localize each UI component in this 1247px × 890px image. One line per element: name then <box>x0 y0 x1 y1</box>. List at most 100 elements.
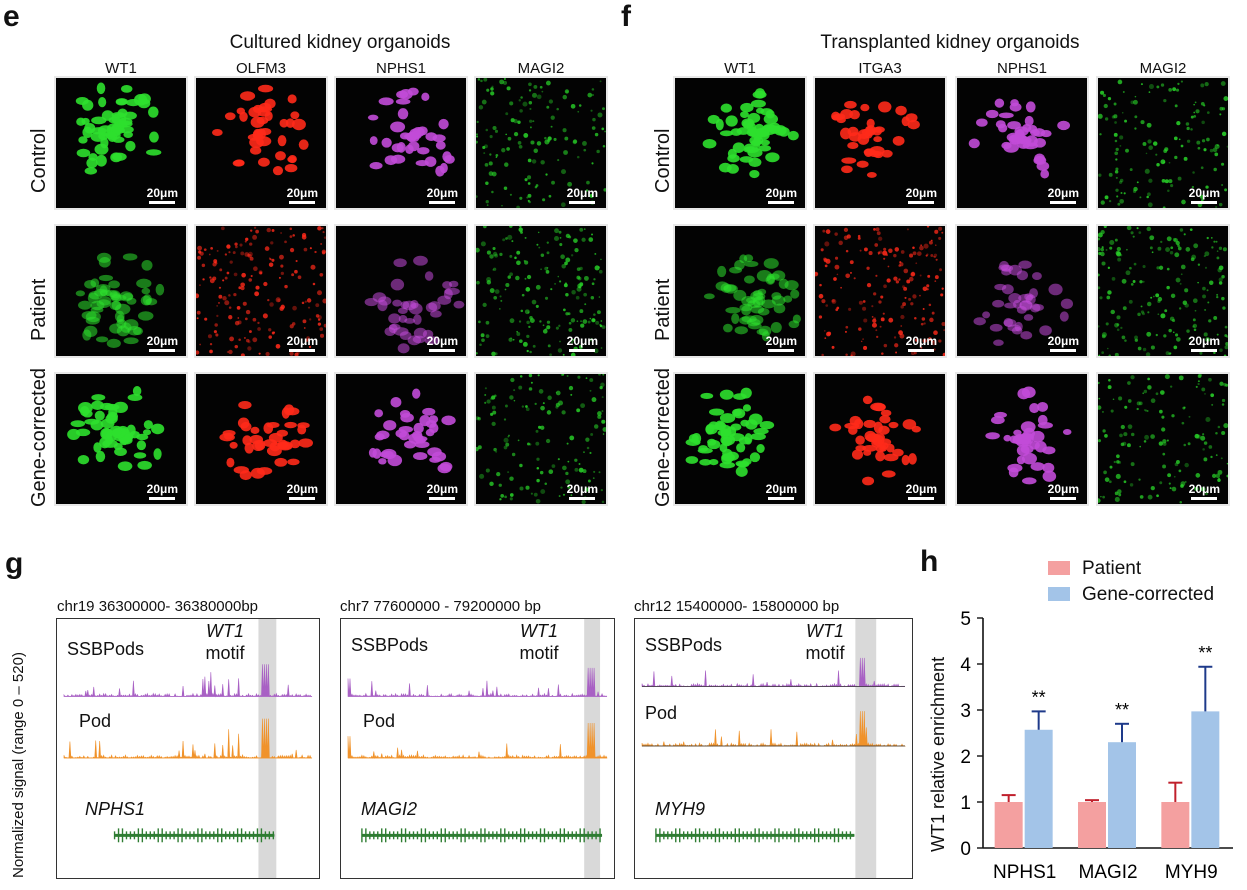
scale-bar: 20μm <box>906 482 937 500</box>
genome-track-myh9: SSBPods Pod WT1 motif MYH9 <box>634 618 913 879</box>
track-2-coordinates: chr7 77600000 - 79200000 bp <box>340 598 542 615</box>
scale-bar-line <box>1191 497 1218 500</box>
legend-gene-corrected-swatch <box>1048 587 1070 601</box>
gene-name-myh9: MYH9 <box>655 799 706 819</box>
significance-marker: ** <box>1115 700 1129 720</box>
panel-e-column-nphs1: NPHS1 <box>375 60 427 77</box>
motif-word: motif <box>519 642 559 663</box>
track-3-coordinates: chr12 15400000- 15800000 bp <box>634 598 840 615</box>
panel-f-title: Transplanted kidney organoids <box>820 32 1080 53</box>
scale-bar: 20μm <box>766 334 797 352</box>
scale-bar-label: 20μm <box>146 186 178 200</box>
wt1-motif-label: WT1 motif <box>185 621 265 664</box>
scale-bar-label: 20μm <box>286 334 318 348</box>
track-label-ssbpods: SSBPods <box>351 635 429 655</box>
scale-bar-label: 20μm <box>1188 482 1220 496</box>
track-label-ssbpods: SSBPods <box>67 639 145 659</box>
micrograph-f-control-magi2: 20μm <box>1096 76 1230 210</box>
panel-f-row-control: Control <box>652 128 674 193</box>
scale-bar: 20μm <box>1048 334 1079 352</box>
scale-bar-label: 20μm <box>905 186 937 200</box>
panel-label-h: h <box>920 545 939 578</box>
pod-signal <box>641 711 907 748</box>
micrograph-f-gene-corrected-magi2: 20μm <box>1096 372 1230 506</box>
scale-bar: 20μm <box>427 482 458 500</box>
scale-bar-label: 20μm <box>905 482 937 496</box>
micrograph-f-patient-wt1: 20μm <box>673 224 807 358</box>
y-tick-label: 2 <box>960 747 971 768</box>
scale-bar-label: 20μm <box>426 186 458 200</box>
scale-bar: 20μm <box>147 334 178 352</box>
legend-patient-label: Patient <box>1082 558 1142 579</box>
scale-bar: 20μm <box>287 482 318 500</box>
scale-bar-line <box>289 349 316 352</box>
micrograph-f-gene-corrected-wt1: 20μm <box>673 372 807 506</box>
panel-label-e: e <box>3 0 20 33</box>
panel-f-row-patient: Patient <box>652 278 674 341</box>
scale-bar-line <box>768 201 795 204</box>
bar-patient-myh9 <box>1161 802 1190 848</box>
scale-bar: 20μm <box>1189 482 1220 500</box>
legend-patient-swatch <box>1048 561 1070 575</box>
micrograph-e-control-olfm3: 20μm <box>194 76 328 210</box>
micrograph-f-control-nphs1: 20μm <box>955 76 1089 210</box>
micrograph-f-control-wt1: 20μm <box>673 76 807 210</box>
significance-marker: ** <box>1198 643 1212 663</box>
micrograph-f-gene-corrected-itga3: 20μm <box>813 372 947 506</box>
scale-bar-label: 20μm <box>286 186 318 200</box>
y-tick-label: 5 <box>960 609 971 630</box>
bar-gene-corrected-nphs1 <box>1024 729 1053 848</box>
scale-bar-line <box>569 349 596 352</box>
panel-label-f: f <box>621 0 631 33</box>
scale-bar: 20μm <box>567 334 598 352</box>
y-tick-label: 0 <box>960 839 971 860</box>
micrograph-e-control-wt1: 20μm <box>54 76 188 210</box>
scale-bar-line <box>149 201 176 204</box>
gene-name-magi2: MAGI2 <box>361 799 418 819</box>
micrograph-f-patient-nphs1: 20μm <box>955 224 1089 358</box>
gene-name-nphs1: NPHS1 <box>85 799 146 819</box>
motif-word: motif <box>805 642 845 663</box>
scale-bar-line <box>429 349 456 352</box>
panel-e-column-olfm3: OLFM3 <box>235 60 286 77</box>
scale-bar-line <box>429 497 456 500</box>
scale-bar-line <box>429 201 456 204</box>
scale-bar: 20μm <box>766 482 797 500</box>
scale-bar: 20μm <box>287 334 318 352</box>
scale-bar-line <box>569 201 596 204</box>
scale-bar-label: 20μm <box>1047 334 1079 348</box>
panel-e-title: Cultured kidney organoids <box>229 32 451 53</box>
motif-gene-name: WT1 <box>806 621 844 641</box>
x-category-label: MYH9 <box>1165 862 1218 883</box>
scale-bar: 20μm <box>567 186 598 204</box>
motif-gene-name: WT1 <box>206 621 244 641</box>
panel-f-column-magi2: MAGI2 <box>1139 60 1187 77</box>
scale-bar-label: 20μm <box>566 186 598 200</box>
wt1-motif-label: WT1 motif <box>499 621 579 664</box>
scale-bar: 20μm <box>147 186 178 204</box>
micrograph-e-control-nphs1: 20μm <box>334 76 468 210</box>
scale-bar: 20μm <box>1048 186 1079 204</box>
y-tick-label: 4 <box>960 655 971 676</box>
scale-bar-label: 20μm <box>566 334 598 348</box>
panel-e-row-control: Control <box>28 128 50 193</box>
panel-f-column-itga3: ITGA3 <box>858 60 902 77</box>
bar-patient-magi2 <box>1078 802 1106 848</box>
scale-bar: 20μm <box>427 334 458 352</box>
wt1-motif-label: WT1 motif <box>785 621 865 664</box>
scale-bar-label: 20μm <box>1188 186 1220 200</box>
micrograph-f-patient-itga3: 20μm <box>813 224 947 358</box>
scale-bar-label: 20μm <box>1047 482 1079 496</box>
micrograph-e-gene-corrected-wt1: 20μm <box>54 372 188 506</box>
x-category-label: MAGI2 <box>1078 862 1137 883</box>
legend-gene-corrected-label: Gene-corrected <box>1082 584 1215 605</box>
scale-bar: 20μm <box>906 334 937 352</box>
scale-bar-label: 20μm <box>905 334 937 348</box>
micrograph-e-patient-wt1: 20μm <box>54 224 188 358</box>
scale-bar: 20μm <box>1189 334 1220 352</box>
micrograph-e-control-magi2: 20μm <box>474 76 608 210</box>
scale-bar: 20μm <box>287 186 318 204</box>
panel-e-column-wt1: WT1 <box>105 60 137 77</box>
scale-bar-line <box>289 497 316 500</box>
enrichment-bar-chart: 0 1 2 3 4 5 ** NPHS1 ** MAGI2 ** MYH9 <box>960 609 1233 883</box>
